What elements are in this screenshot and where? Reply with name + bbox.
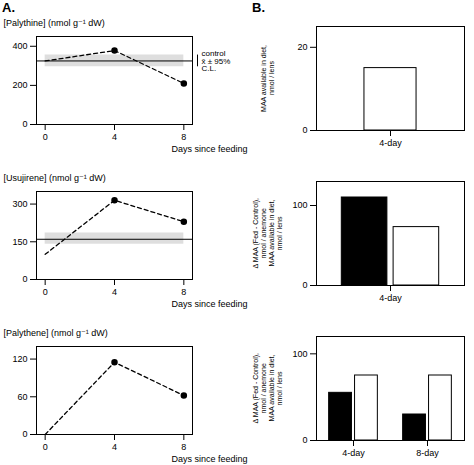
svg-text:Days since feeding: Days since feeding <box>171 299 247 309</box>
svg-text:0: 0 <box>22 429 27 439</box>
svg-text:4-day: 4-day <box>342 448 365 458</box>
svg-text:0: 0 <box>43 287 48 297</box>
svg-text:0: 0 <box>302 280 307 290</box>
svg-text:0: 0 <box>43 442 48 452</box>
svg-text:20: 20 <box>297 42 307 52</box>
svg-text:0: 0 <box>22 119 27 129</box>
html-text:A.: A. <box>2 0 15 15</box>
svg-text:8: 8 <box>181 132 186 142</box>
svg-text:0: 0 <box>22 274 27 284</box>
html-text:B.: B. <box>252 0 265 15</box>
svg-text:300: 300 <box>12 199 27 209</box>
svg-text:400: 400 <box>12 41 27 51</box>
svg-text:4: 4 <box>112 132 117 142</box>
svg-text:Days since feeding: Days since feeding <box>171 144 247 154</box>
svg-text:200: 200 <box>12 80 27 90</box>
svg-text:[Palythine] (nmol g⁻¹ dW): [Palythine] (nmol g⁻¹ dW) <box>4 18 105 28</box>
svg-text:4: 4 <box>112 287 117 297</box>
svg-text:120: 120 <box>12 354 27 364</box>
html-text:Δ MAA (Fed - Control), nmol /: Δ MAA (Fed - Control), nmol / anemone MA… <box>251 197 283 269</box>
svg-text:0: 0 <box>43 132 48 142</box>
svg-text:0: 0 <box>302 435 307 445</box>
svg-text:Days since feeding: Days since feeding <box>171 454 247 464</box>
svg-text:150: 150 <box>12 237 27 247</box>
svg-text:8: 8 <box>181 442 186 452</box>
svg-text:[Palythene] (nmol g⁻¹ dW): [Palythene] (nmol g⁻¹ dW) <box>4 328 108 338</box>
svg-text:100: 100 <box>292 200 307 210</box>
svg-text:controlx̄ ± 95%C.L.: controlx̄ ± 95%C.L. <box>201 49 230 74</box>
html-text:Δ MAA (Fed - Control), nmol /: Δ MAA (Fed - Control), nmol / anemone MA… <box>251 352 283 424</box>
svg-text:60: 60 <box>17 392 27 402</box>
svg-text:4-day: 4-day <box>379 138 402 148</box>
svg-text:4: 4 <box>112 442 117 452</box>
html-text:MAA available in diet, nmol /: MAA available in diet, nmol / lens <box>260 44 275 112</box>
svg-text:0: 0 <box>302 125 307 135</box>
svg-text:8-day: 8-day <box>416 448 439 458</box>
svg-text:8: 8 <box>181 287 186 297</box>
svg-text:100: 100 <box>292 349 307 359</box>
svg-text:[Usujirene] (nmol g⁻¹ dW): [Usujirene] (nmol g⁻¹ dW) <box>4 173 106 183</box>
svg-text:4-day: 4-day <box>379 293 402 303</box>
